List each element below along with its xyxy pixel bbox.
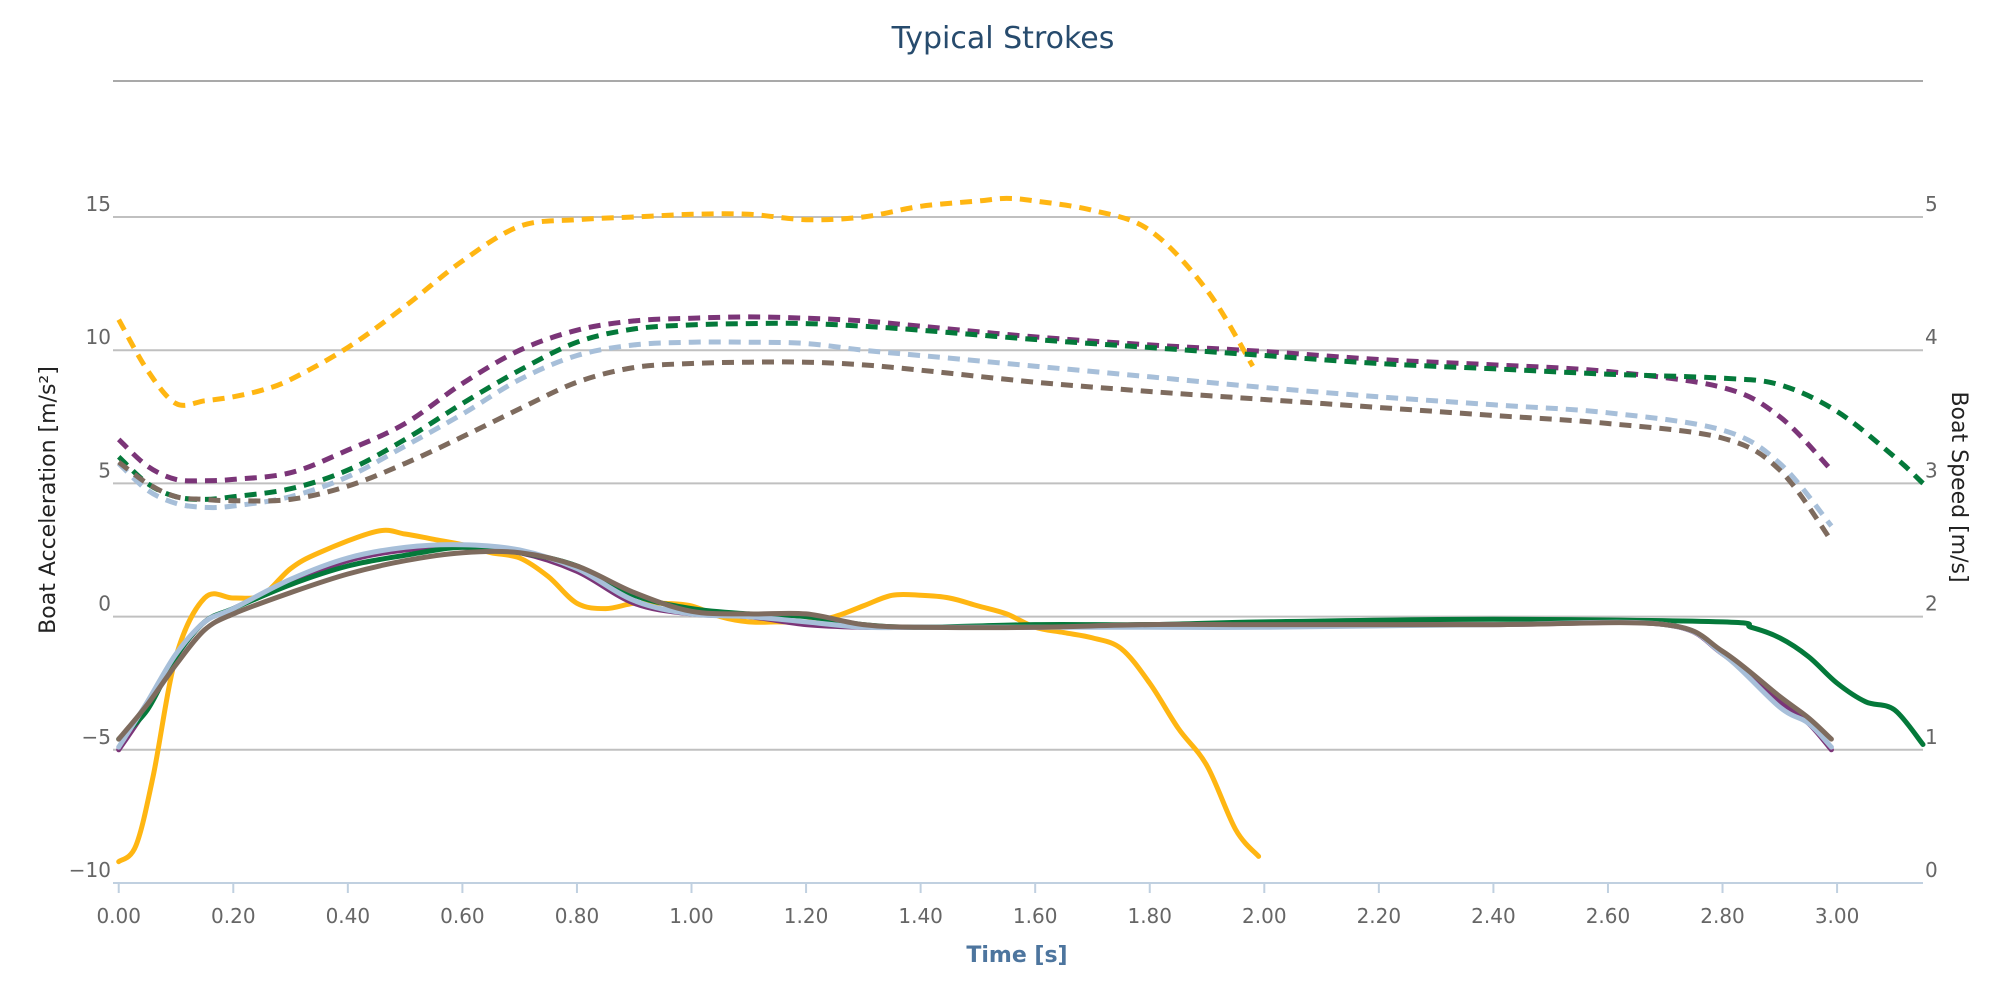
x-tick-label: 2.20: [1357, 904, 1402, 928]
acceleration-series-line-2: [116, 544, 1926, 747]
speed-series-line-7: [116, 320, 1925, 502]
x-axis: 0.00 0.20 0.40 0.60 0.80 1.00 1.20 1.40 1.60 1.80…: [96, 883, 1859, 928]
x-tick-label: 2.80: [1700, 904, 1745, 928]
x-tick-label: 1.80: [1127, 904, 1172, 928]
x-tick-label: 0.40: [326, 904, 371, 928]
right-y-tick-label: 4: [1925, 325, 1938, 349]
left-y-axis-title: Boat Acceleration [m/s²]: [36, 366, 61, 634]
x-axis-title: Time [s]: [966, 943, 1067, 968]
x-tick-label: 2.60: [1586, 904, 1631, 928]
speed-series-line-6: [116, 314, 1834, 484]
left-y-tick-label: 0: [98, 592, 111, 616]
acceleration-series-line-4: [116, 548, 1834, 742]
right-y-tick-label: 3: [1925, 458, 1938, 482]
x-tick-label: 0.00: [96, 904, 141, 928]
left-y-tick-label: 10: [86, 325, 111, 349]
acceleration-series-line-1: [116, 544, 1834, 753]
x-tick-label: 1.40: [898, 904, 943, 928]
speed-series-line-5: [116, 195, 1255, 408]
right-y-tick-label: 2: [1925, 592, 1938, 616]
left-y-axis: 15 10 5 0 −5 −10: [69, 192, 111, 882]
x-tick-label: 3.00: [1815, 904, 1860, 928]
x-tick-label: 0.20: [211, 904, 256, 928]
x-tick-label: 1.60: [1013, 904, 1058, 928]
chart-title: Typical Strokes: [891, 21, 1115, 56]
right-y-axis: 5 4 3 2 1 0: [1925, 192, 1938, 882]
x-tick-label: 1.20: [784, 904, 829, 928]
left-y-tick-label: −5: [82, 725, 111, 749]
x-tick-label: 2.40: [1471, 904, 1516, 928]
right-y-tick-label: 0: [1925, 858, 1938, 882]
acceleration-series-line-3: [116, 542, 1834, 750]
speed-series-line-9: [117, 359, 1834, 543]
right-y-tick-label: 1: [1925, 725, 1938, 749]
x-tick-label: 1.00: [669, 904, 714, 928]
left-y-tick-label: 5: [98, 458, 111, 482]
x-tick-label: 2.00: [1242, 904, 1287, 928]
left-y-tick-label: −10: [69, 858, 111, 882]
series-group: [116, 195, 1926, 865]
left-y-tick-label: 15: [86, 192, 111, 216]
right-y-axis-title: Boat Speed [m/s]: [1946, 391, 1971, 582]
x-tick-label: 0.80: [555, 904, 600, 928]
x-tick-label: 0.60: [440, 904, 485, 928]
right-y-tick-label: 5: [1925, 192, 1938, 216]
